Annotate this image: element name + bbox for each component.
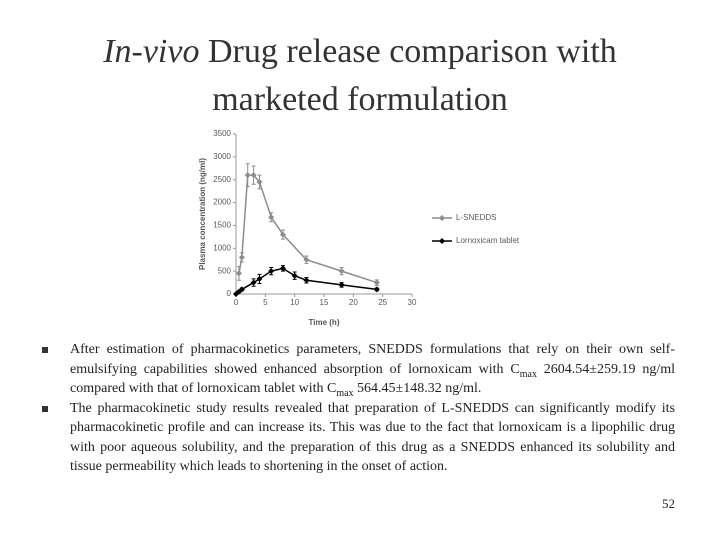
- data-point: [373, 286, 380, 293]
- slide-title: In-vivo Drug release comparison with mar…: [100, 28, 620, 124]
- x-tick-label: 0: [234, 298, 239, 307]
- bullet: After estimation of pharmacokinetics par…: [42, 340, 676, 399]
- y-axis-label: Plasma concentration (ng/ml): [198, 158, 207, 270]
- y-tick-label: 3000: [213, 152, 231, 161]
- data-point: [303, 256, 310, 263]
- x-tick-label: 5: [263, 298, 268, 307]
- bullet-list: After estimation of pharmacokinetics par…: [42, 340, 676, 477]
- bullet-text: The pharmacokinetic study results reveal…: [70, 400, 675, 475]
- y-tick-label: 0: [227, 289, 232, 298]
- bullet: The pharmacokinetic study results reveal…: [42, 399, 675, 477]
- subscript: max: [336, 387, 354, 399]
- series-line: [238, 174, 378, 284]
- data-point: [235, 270, 242, 277]
- legend-label: Lornoxicam tablet: [456, 236, 520, 245]
- x-tick-label: 20: [349, 298, 358, 307]
- x-tick-label: 10: [290, 298, 299, 307]
- data-point: [268, 214, 275, 221]
- x-tick-label: 25: [378, 298, 387, 307]
- y-tick-label: 2500: [213, 175, 231, 184]
- legend-marker: [439, 238, 445, 244]
- x-tick-label: 15: [320, 298, 329, 307]
- bullet-text: After estimation of pharmacokinetics par…: [70, 342, 675, 377]
- data-point: [373, 279, 380, 286]
- data-point: [250, 172, 257, 179]
- data-point: [338, 268, 345, 275]
- subscript: max: [519, 368, 537, 380]
- x-axis-label: Time (h): [309, 318, 340, 327]
- bullet-marker: [42, 347, 48, 353]
- y-tick-label: 1000: [213, 243, 231, 252]
- data-point: [279, 265, 286, 272]
- y-tick-label: 3500: [213, 129, 231, 138]
- legend-marker: [439, 215, 445, 221]
- data-point: [256, 179, 263, 185]
- title-italic: In-vivo: [103, 33, 200, 70]
- data-point: [338, 281, 345, 288]
- y-tick-label: 1500: [213, 221, 231, 230]
- y-tick-label: 500: [218, 266, 232, 275]
- page-number: 52: [662, 496, 675, 511]
- data-point: [303, 277, 310, 284]
- data-point: [268, 268, 275, 275]
- data-point: [256, 275, 263, 282]
- bullet-marker: [42, 405, 48, 412]
- title-rest: Drug release comparison with marketed fo…: [199, 33, 617, 118]
- chart-background: [176, 124, 526, 340]
- data-point: [238, 286, 245, 293]
- data-point: [244, 172, 251, 179]
- y-tick-label: 2000: [213, 198, 231, 207]
- bullet-text: 564.45±148.32 ng/ml.: [353, 381, 482, 396]
- chart: 0 500 1000 1500 2000 2500 3000 3500 0 5 10 15 20 25 30…: [176, 124, 526, 340]
- data-point: [291, 272, 298, 279]
- x-tick-label: 30: [408, 298, 417, 307]
- legend-label: L-SNEDDS: [456, 213, 496, 222]
- bullet-text: 2604.54±259.19 ng/ml compared with that …: [70, 361, 676, 397]
- data-point: [238, 254, 245, 261]
- data-point: [279, 231, 286, 238]
- data-point: [250, 279, 257, 286]
